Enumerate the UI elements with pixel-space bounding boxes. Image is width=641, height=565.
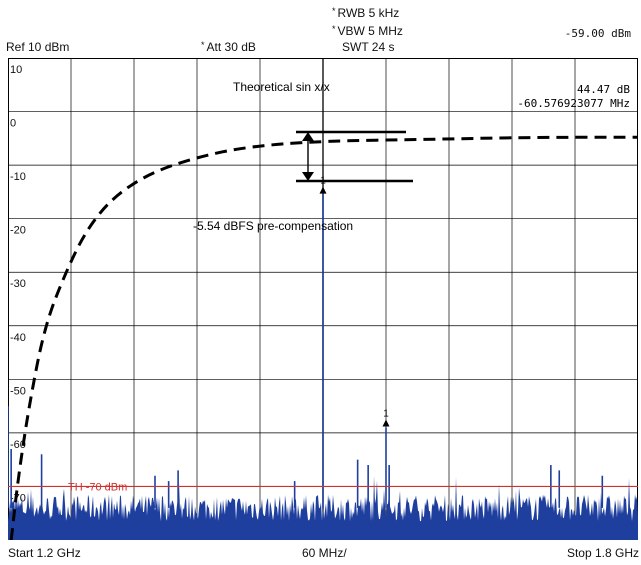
y-tick-label: -60 xyxy=(10,439,26,451)
noise-floor xyxy=(8,476,638,540)
marker-label: 1 xyxy=(320,176,326,187)
enhanced-marker: * xyxy=(201,40,205,50)
arrow-up-icon xyxy=(302,132,314,141)
arrow-down-icon xyxy=(302,172,314,181)
precomp-label: -5.54 dBFS pre-compensation xyxy=(193,219,353,233)
spur-lines xyxy=(8,194,604,508)
attenuation-value: Att 30 dB xyxy=(206,40,256,54)
annotations: Theoretical sin x/x -5.54 dBFS pre-compe… xyxy=(193,80,413,233)
delta-level: 44.47 dB xyxy=(577,83,630,96)
rwb-label: * RWB 5 kHz xyxy=(332,6,399,20)
spectrum-plot[interactable]: 100-10-20-30-40-50-60-70 TH -70 dBm Theo… xyxy=(8,58,638,540)
y-tick-labels: 100-10-20-30-40-50-60-70 xyxy=(10,64,26,504)
vbw-label: * VBW 5 MHz xyxy=(332,24,403,38)
stop-frequency: Stop 1.8 GHz xyxy=(566,546,639,560)
enhanced-marker: * xyxy=(332,6,336,16)
vbw-value: VBW 5 MHz xyxy=(337,24,403,38)
sinx-curve xyxy=(9,135,638,540)
span-per-division: 60 MHz/ xyxy=(302,546,347,560)
y-tick-label: -30 xyxy=(10,278,26,290)
marker1-value: -59.00 dBm xyxy=(564,27,631,40)
threshold-line-group: TH -70 dBm xyxy=(8,481,638,493)
y-tick-label: 0 xyxy=(10,118,16,130)
delta-frequency: -60.576923077 MHz xyxy=(517,97,630,110)
y-tick-label: 10 xyxy=(10,64,22,76)
y-tick-label: -50 xyxy=(10,385,26,397)
ref-level-label: Ref 10 dBm xyxy=(6,40,70,54)
y-tick-label: -40 xyxy=(10,332,26,344)
marker-triangle-icon xyxy=(382,419,390,427)
marker-readout: 44.47 dB -60.576923077 MHz xyxy=(517,83,630,110)
markers: 11 xyxy=(319,176,390,427)
sinx-label: Theoretical sin x/x xyxy=(233,80,330,94)
enhanced-marker: * xyxy=(332,24,336,34)
noise-floor-fill xyxy=(8,476,638,540)
marker-label: 1 xyxy=(383,409,389,420)
y-tick-label: -20 xyxy=(10,225,26,237)
threshold-label: TH -70 dBm xyxy=(68,481,127,493)
attenuation-label: * Att 30 dB xyxy=(201,40,256,54)
sweep-time-label: SWT 24 s xyxy=(342,40,395,54)
start-frequency: Start 1.2 GHz xyxy=(8,546,81,560)
y-tick-label: -10 xyxy=(10,171,26,183)
rwb-value: RWB 5 kHz xyxy=(337,6,400,20)
marker-triangle-icon xyxy=(319,186,327,194)
